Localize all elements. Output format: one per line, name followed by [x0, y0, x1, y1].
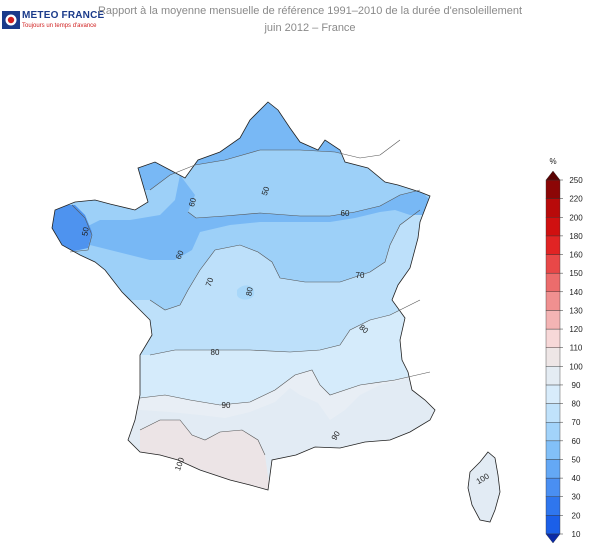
contour-line-60-south	[187, 189, 421, 219]
band-100-110-pyrenees	[140, 420, 270, 490]
colorbar-tick-label: 50	[572, 455, 581, 464]
colorbar-low-arrow	[545, 533, 561, 544]
colorbar-tick-label: 80	[572, 400, 581, 409]
colorbar-tick-label: 110	[570, 344, 583, 353]
colorbar-swatch	[545, 459, 561, 479]
contour-lines	[69, 139, 431, 456]
corsica	[467, 451, 501, 523]
colorbar-unit: %	[549, 157, 556, 166]
colorbar-tick-label: 90	[572, 381, 581, 390]
contour-line-60	[149, 139, 401, 191]
band-60-70	[52, 102, 435, 310]
colorbar-swatch	[545, 235, 561, 255]
meteo-france-logo: METEO FRANCE Toujours un temps d'avance	[2, 8, 112, 36]
colorbar-tick-label: 100	[569, 362, 583, 371]
colorbar-tick-label: 160	[569, 251, 583, 260]
colorbar-tick-label: 120	[569, 325, 583, 334]
colorbar-swatch	[545, 477, 561, 497]
interior-lake-1	[256, 184, 269, 198]
contour-label: 100	[173, 456, 186, 472]
france-outline	[51, 101, 436, 491]
colorbar-tick-label: 20	[572, 511, 581, 520]
colorbar-tick-label: 200	[569, 213, 583, 222]
colorbar-swatch	[545, 403, 561, 423]
contour-line-70	[149, 209, 421, 311]
colorbar-tick-label: 40	[572, 474, 581, 483]
contour-label: 60	[187, 196, 198, 207]
colorbar-swatch	[545, 366, 561, 386]
colorbar-swatch	[545, 384, 561, 404]
colorbar-tick-label: 30	[572, 493, 581, 502]
contour-label: 60	[174, 249, 186, 261]
map-subtitle: juin 2012 – France	[264, 22, 356, 34]
colorbar-swatch	[545, 422, 561, 442]
colorbar-swatch	[545, 254, 561, 274]
colorbar-swatch	[545, 310, 561, 330]
colorbar-swatch	[545, 198, 561, 218]
colorbar-swatch	[545, 496, 561, 516]
contour-label: 70	[356, 271, 365, 280]
colorbar-high-arrow	[545, 170, 561, 181]
colorbar-swatch	[545, 217, 561, 237]
colorbar-tick-label: 180	[569, 232, 583, 241]
colorbar-swatch	[545, 328, 561, 348]
colorbar-swatch	[545, 179, 561, 199]
colorbar-tick-label: 70	[572, 418, 581, 427]
contour-label: 80	[211, 348, 220, 357]
contour-line-50	[69, 204, 93, 253]
colorbar-tick-label: 60	[572, 437, 581, 446]
colorbar-swatch	[545, 272, 561, 292]
colorbar-swatch	[545, 440, 561, 460]
corsica-fill	[467, 451, 501, 523]
map-title: Rapport à la moyenne mensuelle de référe…	[97, 5, 523, 17]
meteo-france-logo-icon	[2, 11, 20, 29]
contour-label: 70	[204, 276, 216, 288]
contour-line-90	[139, 369, 431, 406]
interior-lake-2	[237, 285, 255, 300]
colorbar-tick-label: 250	[569, 176, 583, 185]
colorbar-tick-label: 140	[569, 288, 583, 297]
contour-line-100-sw	[139, 419, 266, 456]
contour-label: 50	[80, 226, 91, 237]
colorbar-tick-label: 220	[569, 195, 583, 204]
logo-tagline: Toujours un temps d'avance	[22, 23, 97, 29]
contour-line-80	[149, 299, 421, 356]
contour-label: 60	[341, 209, 350, 218]
contour-label: 80	[244, 286, 255, 297]
colorbar-swatch	[545, 347, 561, 367]
colorbar-swatch	[545, 515, 561, 535]
contour-label: 90	[222, 401, 231, 410]
colorbar-swatch	[545, 291, 561, 311]
contour-label: 50	[260, 185, 272, 197]
logo-name: METEO FRANCE	[22, 10, 105, 21]
colorbar-tick-label: 130	[569, 306, 583, 315]
band-90-100	[52, 378, 435, 490]
colorbar-tick-label: 150	[569, 269, 583, 278]
colorbar-tick-label: 10	[572, 530, 581, 539]
colorbar: % 10 20 30 40 50 60 70 80 90 100 110 120 130 140 150 16…	[545, 157, 583, 544]
